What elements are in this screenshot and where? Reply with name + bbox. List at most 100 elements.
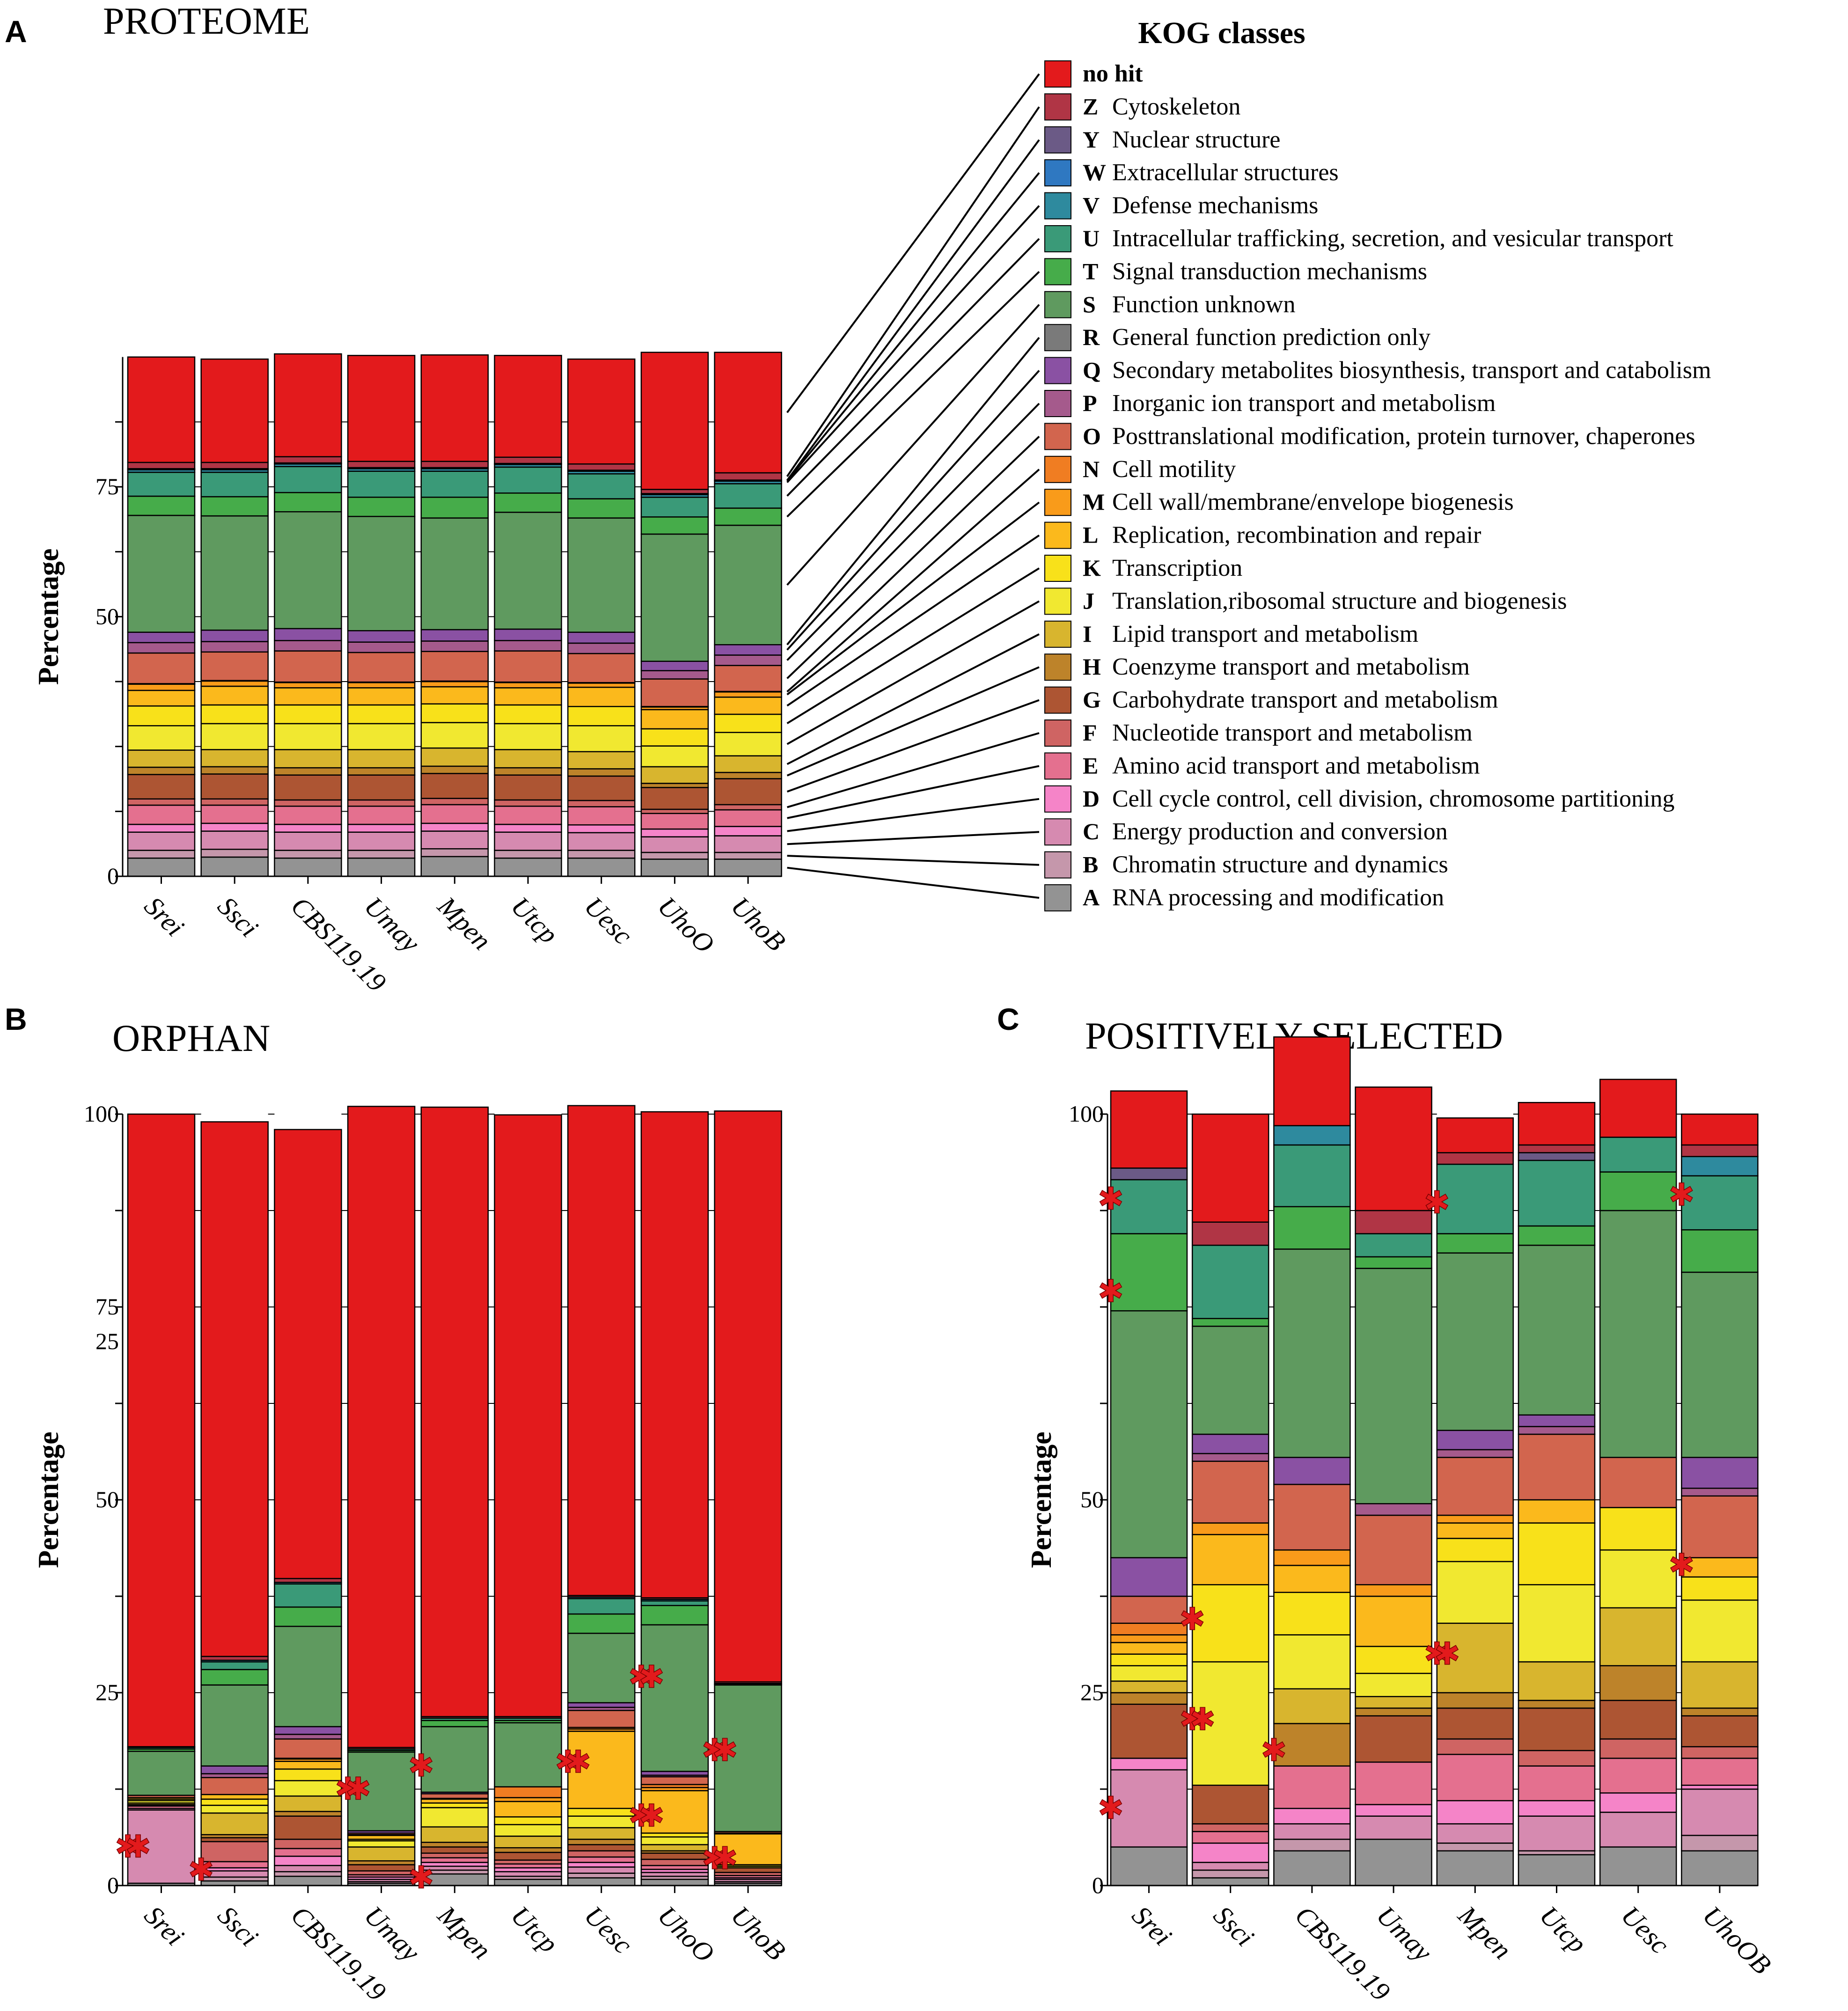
bar-segment-g [567,1844,636,1852]
bar-segment-l [127,690,196,707]
bar-segment-d [1599,1792,1677,1813]
bar-segment-t [127,495,196,516]
x-tick-label: Utcp [1534,1900,1593,1959]
legend-swatch [1044,60,1071,88]
significance-star: ✱ [1424,1185,1450,1220]
bar-segment-s [127,514,196,633]
x-tick-label: Ssci [212,1900,264,1952]
bar-segment-z [640,489,709,494]
y-tick-label: 100 [1069,1101,1104,1127]
bar-segment-g [1191,1784,1269,1825]
bar-segment-b [1191,1869,1269,1879]
bar-segment-g [274,774,342,801]
bar-segment-m [200,680,269,687]
bar-segment-u [567,473,636,499]
legend-label: Cell motility [1112,456,1236,483]
bar-segment-d [1191,1842,1269,1863]
bar-segment-t [1355,1256,1432,1269]
bar-segment-q [127,631,196,644]
bar-segment-c [1355,1815,1432,1840]
bar-segment-d [274,1856,342,1866]
legend-code: W [1083,159,1106,185]
bar-segment-t [640,1605,709,1626]
bar-segment-no-hit [420,1106,489,1717]
bar-segment-b [274,850,342,859]
connector-line [786,271,1040,518]
bar-utcp [494,1114,562,1886]
legend-code: M [1083,489,1105,515]
bar-segment-i [347,1846,416,1862]
bar-segment-a [567,1877,636,1886]
bar-segment-i [640,1844,709,1852]
y-tick-label: 25 [1080,1679,1104,1705]
bar-cbs119-19 [1273,1036,1351,1886]
bar-segment-z [127,462,196,470]
bar-segment-c [640,836,709,853]
legend-item: C Energy production and conversion [1044,818,1448,846]
legend-label: Replication, recombination and repair [1112,522,1481,549]
bar-segment-i [1518,1661,1596,1701]
bar-segment-d [274,823,342,833]
bar-umay [1355,1086,1432,1886]
bar-segment-j [347,723,416,750]
bar-segment-e [347,805,416,825]
bar-segment-u [1599,1137,1677,1173]
x-tick-label: UhoO [652,1900,720,1968]
significance-star: ✱ [712,1733,738,1768]
bar-segment-l [567,1731,636,1809]
bar-segment-s [420,517,489,631]
legend-item: N Cell motility [1044,455,1236,483]
bar-segment-s [640,1624,709,1772]
bar-segment-d [200,822,269,832]
bar-segment-o [420,651,489,682]
legend-swatch [1044,686,1071,714]
bar-segment-e [1599,1757,1677,1794]
bar-segment-i [1599,1607,1677,1666]
bar-segment-t [1518,1225,1596,1246]
significance-star: ✱ [408,1748,434,1783]
bar-segment-a [1681,1850,1759,1886]
bar-segment-k [567,705,636,727]
bar-segment-i [1110,1681,1188,1694]
legend-item: K Transcription [1044,555,1242,582]
significance-star: ✱ [408,1860,434,1895]
x-tick-label: Umay [359,1900,426,1967]
bar-segment-b [200,849,269,858]
bar-segment-q [1191,1433,1269,1454]
legend-swatch [1044,752,1071,780]
legend-swatch [1044,225,1071,252]
legend-label: Lipid transport and metabolism [1112,621,1418,647]
bar-segment-no-hit [274,353,342,457]
x-tick-label: Ssci [212,891,264,943]
bar-segment-f [1681,1746,1759,1759]
bar-segment-g [1518,1707,1596,1751]
bar-segment-no-hit [420,354,489,462]
bar-segment-f [1599,1738,1677,1759]
panel-a-letter: A [5,14,27,49]
bar-segment-b [567,1872,636,1879]
significance-star: ✱ [125,1829,151,1864]
legend-swatch [1044,357,1071,384]
bar-segment-i [567,751,636,770]
bar-segment-i [420,747,489,767]
y-tick-label: 50 [95,1486,119,1512]
legend-title: KOG classes [1138,16,1305,50]
bar-segment-t [567,1613,636,1634]
bar-segment-no-hit [1191,1113,1269,1223]
bar-utcp [1518,1102,1596,1886]
bar-segment-l [1110,1642,1188,1655]
bar-segment-k [1191,1584,1269,1663]
bar-segment-l [1681,1557,1759,1578]
bar-segment-p [714,654,782,666]
y-tick-label: 0 [107,1872,119,1898]
bar-segment-h [1273,1723,1351,1767]
legend-item: G Carbohydrate transport and metabolism [1044,686,1498,714]
bar-segment-c [127,831,196,851]
y-axis-label: Percentage [33,1431,65,1568]
bar-segment-c [494,831,562,851]
bar-segment-p [640,670,709,680]
bar-uhoob [1681,1113,1759,1886]
bar-segment-t [1191,1318,1269,1327]
